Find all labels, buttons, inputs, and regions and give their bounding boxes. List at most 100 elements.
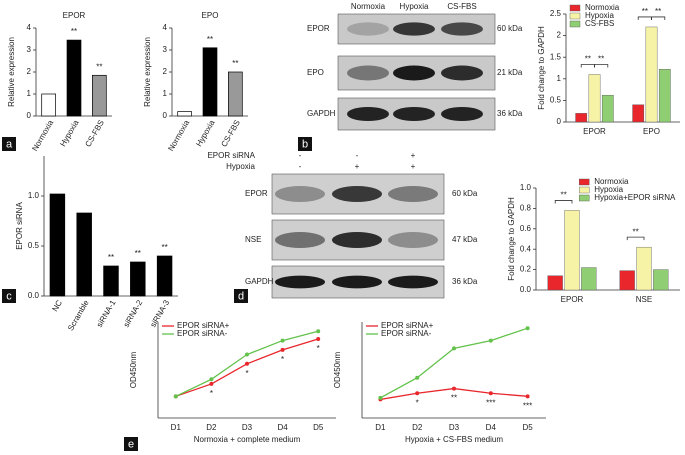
legend-label: EPOR siRNA+ <box>381 321 434 330</box>
blot-band <box>332 275 382 289</box>
blot-band <box>275 186 325 202</box>
blot-row-label: EPOR <box>307 24 330 33</box>
blot-size-label: 21 kDa <box>497 68 523 77</box>
blot-band <box>332 186 382 202</box>
legend-label: Hypoxia <box>594 185 623 194</box>
bar <box>658 69 671 123</box>
bar <box>547 275 563 291</box>
y-axis-label: Relative expression <box>7 37 16 107</box>
y-axis-label: Fold change to GAPDH <box>537 26 546 110</box>
point <box>488 391 493 396</box>
blot-row-label: EPOR <box>245 189 268 198</box>
blot-row-label: NSE <box>245 235 261 244</box>
legend-swatch <box>579 194 590 202</box>
y-tick-label: 0.0 <box>520 285 532 294</box>
blot-band <box>388 232 438 248</box>
significance-bracket <box>554 200 573 204</box>
y-axis-label: Fold change to GAPDH <box>507 197 516 281</box>
point <box>245 361 249 366</box>
blot-band <box>393 65 435 81</box>
point <box>280 338 285 343</box>
y-tick-label: 1.0 <box>520 183 532 192</box>
point <box>280 347 285 352</box>
blot-condition-mark: - <box>299 151 302 160</box>
panel-label: d <box>238 290 244 302</box>
x-axis-label: Hypoxia + CS-FBS medium <box>405 435 503 444</box>
blot-size-label: 36 kDa <box>497 109 523 118</box>
y-axis-label: OD450nm <box>129 351 138 388</box>
blot-column-label: CS-FBS <box>447 2 476 11</box>
significance-label: ** <box>642 7 648 16</box>
x-tick-label: D5 <box>522 423 533 432</box>
bar <box>41 93 56 117</box>
y-tick-label: 0.5 <box>28 241 40 250</box>
significance-label: *** <box>523 401 532 410</box>
legend-label: Normoxia <box>594 177 629 186</box>
significance-label: * <box>245 369 248 378</box>
y-tick-label: 1 <box>163 89 168 98</box>
y-axis-label: Relative expression <box>143 37 152 107</box>
bar <box>130 261 146 297</box>
y-tick-label: 2 <box>557 31 562 40</box>
blot-condition-mark: - <box>356 151 359 160</box>
x-tick-label: D2 <box>206 423 217 432</box>
point <box>452 386 456 391</box>
significance-label: * <box>317 344 320 353</box>
x-axis-label: Normoxia + complete medium <box>194 435 301 444</box>
chart-title: EPO <box>202 11 219 20</box>
bar <box>601 95 614 123</box>
legend-swatch <box>579 186 590 194</box>
legend-label: Hypoxia <box>585 11 614 20</box>
legend-label: CS-FBS <box>585 19 614 28</box>
blot-condition-mark: + <box>411 162 416 171</box>
blot-column-label: Normoxia <box>351 2 386 11</box>
significance-label: ** <box>560 191 566 200</box>
point <box>245 352 249 357</box>
y-tick-label: 3 <box>27 45 32 54</box>
y-axis-label: EPOR siRNA <box>15 202 24 250</box>
y-tick-label: 2 <box>163 67 168 76</box>
significance-label: ** <box>451 394 457 403</box>
panel-label-box <box>2 137 16 151</box>
point <box>316 337 321 342</box>
significance-label: ** <box>232 59 238 68</box>
y-tick-label: 0.0 <box>28 291 40 300</box>
point <box>415 375 420 380</box>
significance-label: ** <box>161 243 167 252</box>
significance-label: ** <box>108 253 114 262</box>
x-tick-label: D3 <box>242 423 253 432</box>
y-tick-label: 1.0 <box>28 191 40 200</box>
bar <box>76 212 92 297</box>
y-tick-label: 4 <box>163 23 168 32</box>
panel-label-box <box>124 437 138 451</box>
bar <box>575 113 588 123</box>
blot-size-label: 60 kDa <box>497 24 523 33</box>
blot-band <box>347 65 389 81</box>
blot-row-label: EPO <box>307 68 324 77</box>
panel-label: e <box>128 438 134 450</box>
bar <box>632 104 645 123</box>
point <box>378 395 383 400</box>
y-tick-label: 2.5 <box>550 9 562 18</box>
blot-band <box>441 22 483 36</box>
bar <box>103 265 119 297</box>
y-axis-label: OD450nm <box>333 351 342 388</box>
bar <box>636 246 652 291</box>
bar <box>564 210 580 291</box>
blot-band <box>388 186 438 202</box>
bar <box>92 74 107 117</box>
point <box>525 394 530 399</box>
point <box>173 394 178 399</box>
legend-swatch <box>569 4 581 12</box>
bar <box>228 71 243 117</box>
bar <box>202 47 218 117</box>
blot-condition-mark: + <box>355 162 360 171</box>
x-tick-label: D1 <box>375 423 386 432</box>
bar <box>66 39 82 117</box>
y-tick-label: 1 <box>557 74 562 83</box>
significance-label: ** <box>585 55 591 64</box>
blot-band <box>393 106 435 122</box>
significance-bracket <box>651 16 666 20</box>
point <box>209 377 214 382</box>
bar <box>581 267 597 291</box>
